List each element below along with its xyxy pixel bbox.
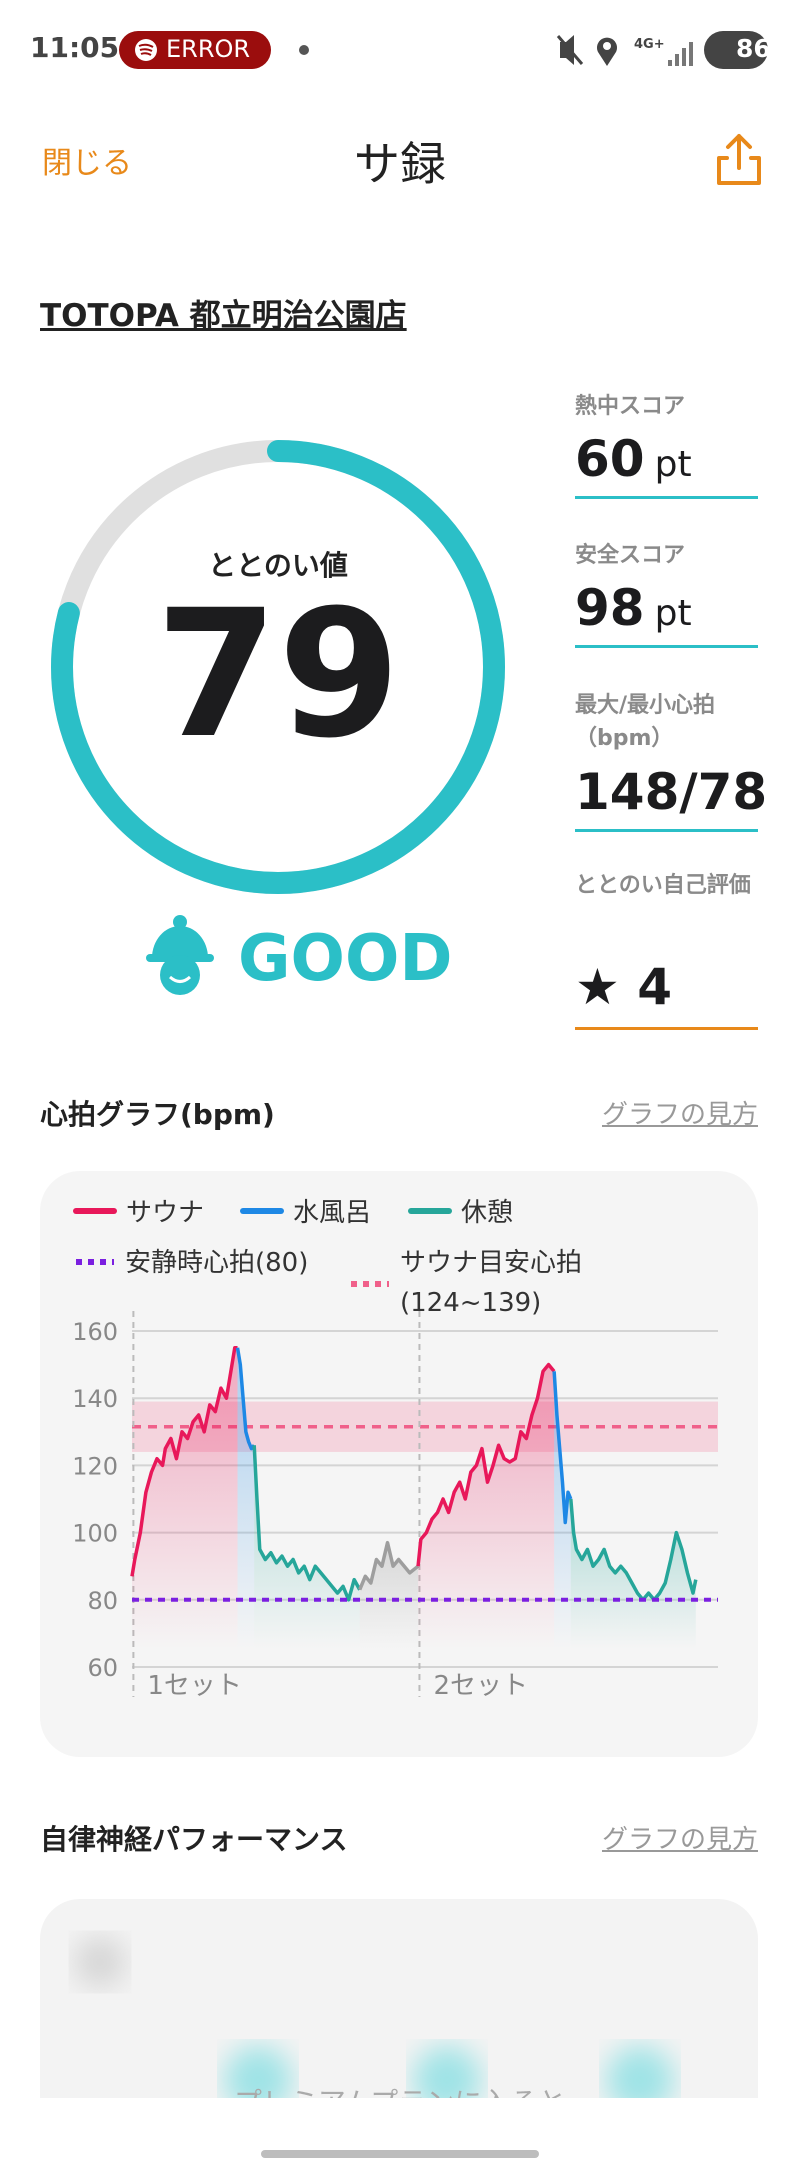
legend-label: サウナ xyxy=(126,1198,204,1228)
line xyxy=(569,1498,698,1602)
stat-value: 60 pt xyxy=(575,430,692,488)
good-icon xyxy=(146,915,214,995)
stat-label: 最大/最小心拍 xyxy=(575,693,716,718)
line xyxy=(416,1362,556,1567)
spotify-waves xyxy=(138,43,154,56)
legend-label: サウナ目安心拍 xyxy=(400,1248,582,1278)
blur-blob xyxy=(224,2046,292,2098)
stat-label: ととのい自己評価 xyxy=(575,873,751,898)
home-indicator xyxy=(261,2150,539,2158)
area xyxy=(237,1347,255,1649)
score-rating: GOOD xyxy=(238,922,453,996)
area xyxy=(132,1347,238,1649)
error-pill xyxy=(119,31,271,69)
section-title: 自律神経パフォーマンス xyxy=(40,1823,348,1856)
help-link[interactable]: グラフの見方 xyxy=(601,1100,758,1130)
mute-slash xyxy=(556,35,584,65)
signal-icon xyxy=(668,42,693,66)
error-label: ERROR xyxy=(166,35,251,63)
stat-sublabel: （bpm） xyxy=(575,726,674,751)
share-icon[interactable] xyxy=(717,134,761,185)
line xyxy=(130,1346,238,1577)
y-tick-label: 60 xyxy=(87,1654,118,1682)
score-label: ととのい値 xyxy=(208,549,348,582)
location-dot xyxy=(603,42,611,50)
page-title: サ録 xyxy=(354,137,446,191)
blur-blob xyxy=(74,1936,126,1988)
section-title: 心拍グラフ(bpm) xyxy=(40,1098,275,1131)
line xyxy=(235,1347,256,1451)
stat-divider xyxy=(575,645,758,648)
stat-unit: pt xyxy=(654,593,692,634)
stat-unit: pt xyxy=(654,444,692,485)
stat-value: 98 pt xyxy=(575,579,692,637)
set-label: 1セット xyxy=(147,1671,242,1701)
y-tick-label: 120 xyxy=(72,1452,118,1480)
battery-pill xyxy=(704,31,768,69)
y-tick-label: 100 xyxy=(72,1520,118,1548)
y-tick-label: 80 xyxy=(87,1587,118,1615)
stat-value[interactable]: ★ 4 xyxy=(575,958,673,1016)
stat-number: 60 xyxy=(575,430,645,488)
dot xyxy=(299,45,309,55)
stat-number: 98 xyxy=(575,579,645,637)
location-icon xyxy=(597,37,617,66)
stat-label: 熱中スコア xyxy=(575,394,686,419)
stat-divider xyxy=(575,496,758,499)
legend-label: 水風呂 xyxy=(293,1198,371,1228)
stat-divider xyxy=(575,1027,758,1030)
stat-value: 148/78 xyxy=(575,763,768,821)
set-label: 2セット xyxy=(433,1671,528,1701)
help-link[interactable]: グラフの見方 xyxy=(601,1825,758,1855)
locked-card xyxy=(40,1899,758,2098)
stat-label: 安全スコア xyxy=(575,543,686,568)
blur-blob xyxy=(606,2046,674,2098)
network-icon: 4G+ xyxy=(634,37,665,52)
locked-teaser: プレミアムプランに入ると xyxy=(234,2086,566,2119)
legend-label: (124~139) xyxy=(400,1288,541,1318)
line xyxy=(252,1445,362,1602)
area xyxy=(570,1499,696,1649)
score-value: 79 xyxy=(155,572,401,777)
score-ring-arc xyxy=(51,440,505,894)
y-tick-label: 140 xyxy=(72,1385,118,1413)
legend-label: 休憩 xyxy=(461,1198,513,1228)
close-button[interactable]: 閉じる xyxy=(42,146,132,181)
legend-label: 安静時心拍(80) xyxy=(125,1248,308,1278)
stat-divider xyxy=(575,829,758,832)
store-name[interactable]: TOTOPA 都立明治公園店 xyxy=(40,298,407,334)
status-time: 11:05 xyxy=(30,31,120,64)
y-tick-label: 160 xyxy=(72,1318,118,1346)
line xyxy=(358,1540,420,1591)
line xyxy=(552,1371,573,1525)
battery-level: 86 xyxy=(736,34,771,63)
blur-blob xyxy=(413,2046,481,2098)
